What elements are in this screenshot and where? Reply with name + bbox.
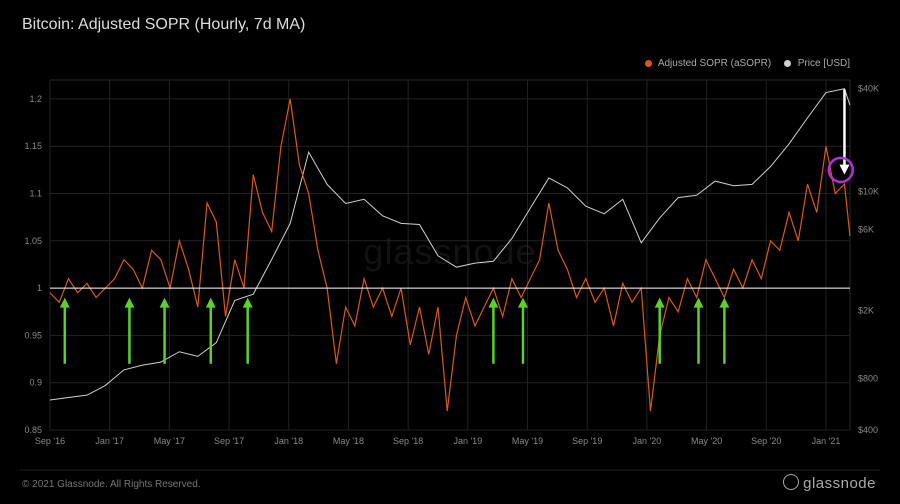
svg-text:$40K: $40K [858, 84, 879, 94]
green-arrow-head [206, 298, 216, 308]
svg-text:Jan '21: Jan '21 [812, 436, 841, 446]
svg-text:1.05: 1.05 [24, 236, 42, 246]
svg-text:Sep '17: Sep '17 [214, 436, 244, 446]
svg-text:1: 1 [37, 283, 42, 293]
copyright: © 2021 Glassnode. All Rights Reserved. [22, 479, 201, 490]
svg-text:Sep '16: Sep '16 [35, 436, 65, 446]
green-arrow-head [693, 298, 703, 308]
svg-text:1.1: 1.1 [29, 189, 42, 199]
svg-text:May '19: May '19 [512, 436, 543, 446]
svg-text:May '20: May '20 [691, 436, 722, 446]
svg-text:1.15: 1.15 [24, 141, 42, 151]
chart-container: Bitcoin: Adjusted SOPR (Hourly, 7d MA) A… [0, 0, 900, 504]
svg-text:Jan '17: Jan '17 [95, 436, 124, 446]
green-arrow-head [124, 298, 134, 308]
svg-text:$10K: $10K [858, 186, 879, 196]
svg-text:Sep '20: Sep '20 [751, 436, 781, 446]
svg-text:May '18: May '18 [333, 436, 364, 446]
svg-text:Sep '19: Sep '19 [572, 436, 602, 446]
svg-text:$400: $400 [858, 425, 878, 435]
brand-text: glassnode [803, 475, 876, 492]
green-arrow-head [160, 298, 170, 308]
svg-text:0.85: 0.85 [24, 425, 42, 435]
brand-logo: glassnode [783, 474, 876, 492]
svg-text:$800: $800 [858, 374, 878, 384]
chart-svg: 0.85 0.9 0.95 1 1.05 1.1 1.15 1.2 $400 $800 $2K $6K… [0, 0, 900, 504]
brand-icon [783, 474, 799, 490]
green-arrow-head [655, 298, 665, 308]
svg-text:$2K: $2K [858, 306, 874, 316]
svg-text:0.9: 0.9 [29, 378, 42, 388]
green-arrow-head [518, 298, 528, 308]
price-line [50, 89, 850, 400]
svg-text:$6K: $6K [858, 224, 874, 234]
highlight-circle [829, 158, 853, 182]
svg-text:Sep '18: Sep '18 [393, 436, 423, 446]
svg-text:Jan '19: Jan '19 [453, 436, 482, 446]
green-arrow-head [719, 298, 729, 308]
green-arrow-head [243, 298, 253, 308]
white-arrow-head [839, 165, 849, 175]
svg-text:Jan '20: Jan '20 [633, 436, 662, 446]
svg-text:May '17: May '17 [154, 436, 185, 446]
green-arrow-head [60, 298, 70, 308]
svg-text:Jan '18: Jan '18 [274, 436, 303, 446]
svg-text:0.95: 0.95 [24, 330, 42, 340]
svg-text:1.2: 1.2 [29, 94, 42, 104]
